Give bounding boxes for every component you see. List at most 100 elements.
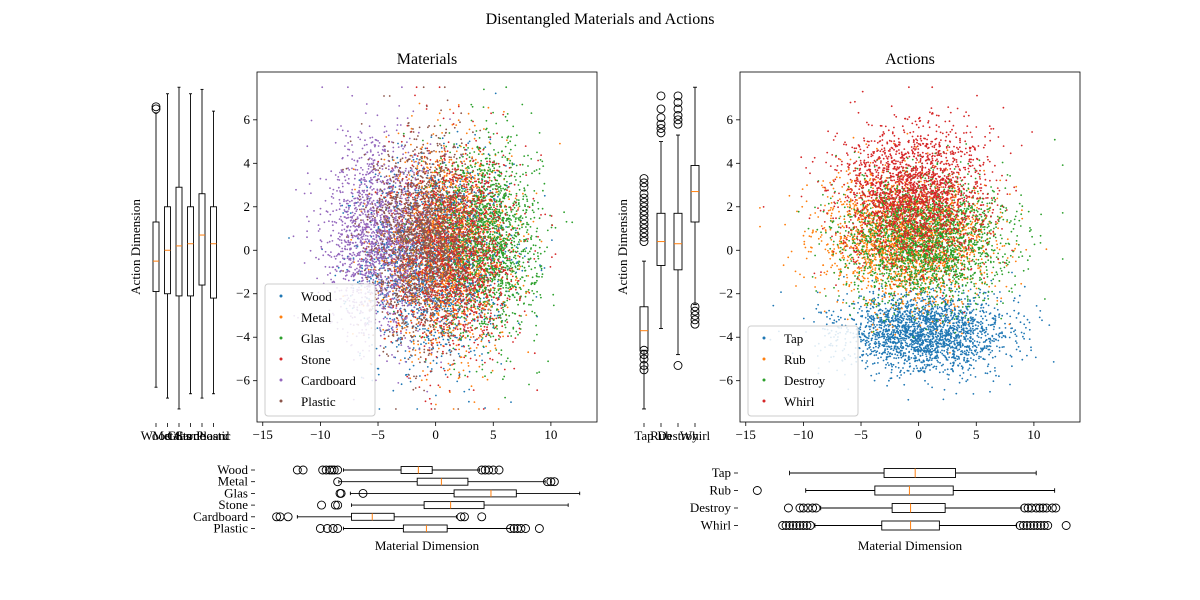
- scatter-point: [505, 286, 507, 289]
- scatter-point: [517, 207, 520, 209]
- scatter-point: [530, 238, 533, 241]
- scatter-point: [515, 292, 518, 294]
- scatter-point: [531, 209, 534, 212]
- scatter-point: [511, 236, 514, 239]
- scatter-point: [397, 343, 400, 346]
- scatter-point: [416, 158, 418, 160]
- scatter-point: [384, 305, 387, 308]
- scatter-point: [498, 242, 501, 245]
- scatter-point: [422, 328, 424, 330]
- scatter-point: [392, 389, 395, 392]
- scatter-point: [474, 165, 476, 168]
- scatter-point: [480, 214, 482, 217]
- scatter-point: [453, 216, 456, 219]
- scatter-point: [437, 289, 440, 292]
- scatter-point: [420, 187, 423, 190]
- scatter-point: [497, 278, 500, 281]
- scatter-point: [516, 247, 519, 250]
- scatter-point: [454, 186, 457, 188]
- scatter-point: [490, 299, 493, 301]
- scatter-point: [490, 180, 493, 182]
- scatter-point: [452, 327, 455, 329]
- scatter-point: [509, 265, 512, 267]
- scatter-point: [435, 403, 437, 406]
- scatter-point: [483, 185, 485, 188]
- scatter-point: [393, 266, 396, 269]
- scatter-point: [486, 231, 489, 234]
- scatter-point: [432, 359, 435, 362]
- scatter-point: [489, 350, 492, 352]
- scatter-point: [521, 265, 524, 268]
- scatter-point: [486, 222, 489, 225]
- scatter-point: [497, 193, 500, 196]
- scatter-point: [458, 348, 460, 351]
- scatter-point: [469, 338, 471, 341]
- scatter-point: [450, 182, 452, 185]
- scatter-point: [461, 165, 464, 167]
- scatter-point: [463, 172, 466, 175]
- scatter-point: [432, 133, 435, 135]
- scatter-point: [473, 151, 476, 153]
- scatter-point: [502, 287, 505, 289]
- scatter-point: [523, 155, 526, 158]
- scatter-point: [443, 171, 446, 174]
- scatter-point: [502, 200, 504, 203]
- scatter-point: [486, 378, 489, 381]
- scatter-point: [554, 226, 557, 229]
- scatter-point: [547, 360, 549, 363]
- scatter-point: [414, 349, 417, 352]
- scatter-point: [409, 169, 412, 172]
- scatter-point: [514, 220, 517, 223]
- scatter-point: [522, 284, 525, 287]
- scatter-point: [489, 294, 492, 297]
- scatter-point: [434, 166, 437, 169]
- scatter-point: [405, 332, 408, 334]
- scatter-point: [474, 133, 476, 136]
- scatter-point: [466, 169, 469, 172]
- scatter-point: [551, 239, 553, 242]
- scatter-point: [517, 262, 520, 265]
- scatter-point: [393, 173, 396, 176]
- scatter-point: [497, 213, 499, 216]
- scatter-point: [496, 328, 498, 330]
- scatter-point: [468, 222, 471, 225]
- scatter-point: [540, 240, 543, 243]
- scatter-point: [500, 278, 503, 281]
- scatter-point: [432, 227, 435, 230]
- scatter-point: [414, 354, 417, 356]
- scatter-point: [366, 251, 368, 254]
- scatter-point: [396, 328, 399, 331]
- scatter-point: [497, 314, 500, 317]
- scatter-point: [497, 280, 499, 283]
- scatter-point: [426, 166, 428, 169]
- scatter-point: [440, 343, 442, 346]
- scatter-point: [438, 309, 441, 312]
- scatter-point: [376, 367, 379, 370]
- scatter-point: [559, 142, 561, 145]
- scatter-point: [434, 210, 437, 213]
- scatter-point: [458, 376, 461, 379]
- scatter-point: [463, 390, 466, 393]
- scatter-point: [417, 325, 419, 328]
- scatter-point: [461, 310, 464, 313]
- scatter-point: [515, 134, 518, 137]
- scatter-point: [513, 244, 516, 247]
- scatter-point: [506, 299, 509, 302]
- scatter-point: [452, 408, 455, 410]
- scatter-point: [515, 210, 518, 213]
- scatter-point: [405, 260, 407, 263]
- scatter-point: [453, 368, 456, 371]
- scatter-point: [417, 343, 420, 346]
- scatter-point: [541, 160, 544, 163]
- scatter-point: [448, 170, 451, 173]
- scatter-point: [446, 192, 448, 195]
- scatter-point: [483, 287, 486, 290]
- scatter-point: [521, 269, 524, 272]
- scatter-point: [509, 261, 512, 264]
- scatter-point: [474, 200, 477, 203]
- scatter-point: [429, 324, 431, 326]
- scatter-point: [452, 299, 455, 302]
- scatter-point: [510, 193, 512, 196]
- scatter-point: [410, 127, 413, 130]
- scatter-point: [531, 290, 534, 292]
